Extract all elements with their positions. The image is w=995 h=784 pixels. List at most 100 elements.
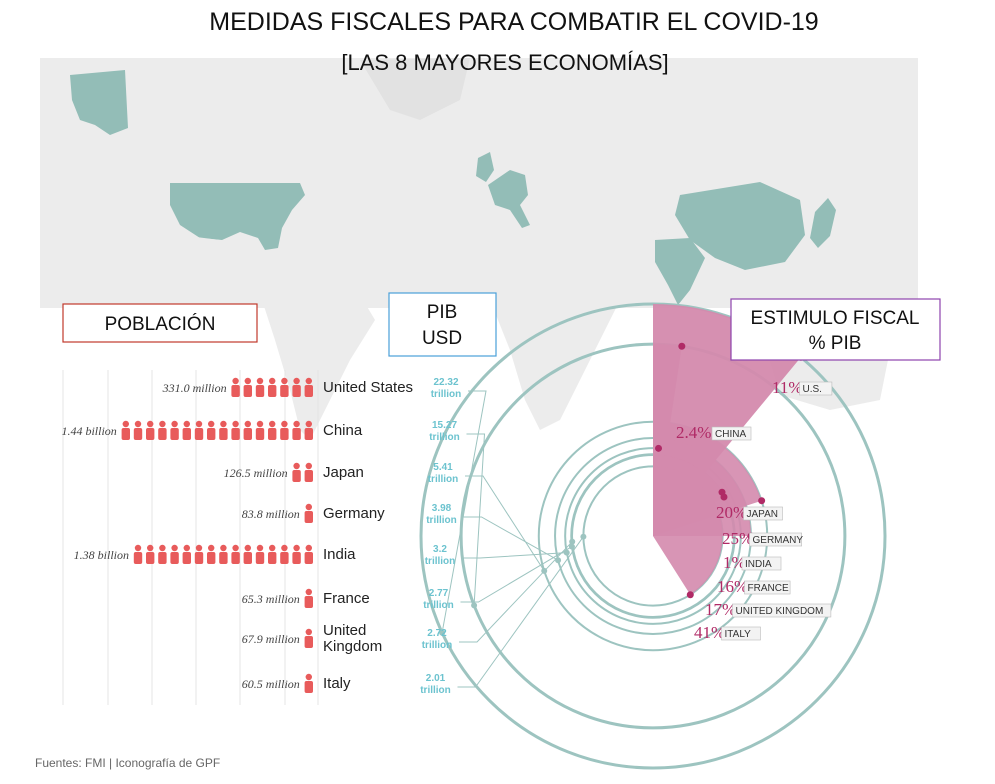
person-body (194, 428, 204, 440)
gdp-unit: trillion (428, 474, 459, 485)
population-label-box: POBLACIÓN (62, 303, 258, 343)
stimulus-tag-box (711, 426, 752, 441)
person-body (194, 552, 204, 564)
person-icon (194, 544, 204, 564)
person-head (269, 377, 276, 385)
page-subtitle: [LAS 8 MAYORES ECONOMÍAS] (341, 50, 668, 75)
person-head (305, 588, 312, 596)
person-body (146, 428, 155, 440)
stimulus-label-line2: % PIB (809, 333, 862, 354)
person-head (244, 377, 251, 385)
person-icon (292, 377, 301, 397)
stimulus-country-tag: CHINA (715, 429, 746, 440)
stimulus-label-italy: 41% ITALY (694, 623, 761, 642)
person-body (292, 428, 301, 440)
person-body (292, 552, 301, 564)
person-icon (231, 420, 240, 440)
person-head (281, 420, 288, 428)
person-icon (182, 544, 191, 564)
person-head (183, 544, 190, 552)
gdp-unit: trillion (420, 685, 451, 696)
person-icon (158, 420, 167, 440)
country-name-line2: Kingdom (323, 638, 382, 655)
person-body (255, 552, 265, 564)
person-icon (146, 544, 155, 564)
person-icon (280, 544, 289, 564)
gdp-value: 2.01 (426, 673, 446, 684)
person-body (170, 552, 179, 564)
gdp-connector-dot (471, 602, 478, 609)
person-icon (304, 588, 313, 608)
stimulus-country-tag: U.S. (803, 384, 822, 395)
stimulus-pct: 16% (717, 577, 748, 596)
person-body (304, 552, 313, 564)
person-icon (182, 420, 191, 440)
person-head (122, 420, 129, 428)
person-icon (219, 544, 228, 564)
person-head (293, 420, 300, 428)
stimulus-pct: 41% (694, 623, 725, 642)
person-head (256, 420, 264, 428)
stimulus-tag-box (743, 506, 783, 521)
gdp-label-line2: USD (422, 328, 462, 349)
person-head (171, 420, 178, 428)
gdp-unit: trillion (425, 556, 456, 567)
person-head (305, 628, 312, 636)
stimulus-tag-box (799, 381, 833, 396)
population-value: 126.5 million (224, 466, 288, 480)
person-icon (170, 544, 179, 564)
population-value: 60.5 million (242, 677, 300, 691)
person-head (305, 544, 312, 552)
gdp-value: 3.98 (432, 503, 452, 514)
person-head (220, 420, 227, 428)
person-icon (292, 544, 301, 564)
person-icon (304, 673, 313, 693)
population-value: 83.8 million (242, 507, 300, 521)
person-body (243, 552, 252, 564)
person-body (170, 428, 179, 440)
person-body (304, 428, 313, 440)
person-body (304, 511, 313, 523)
gdp-connector (462, 552, 567, 559)
person-body (255, 428, 265, 440)
person-body (292, 470, 301, 482)
stimulus-label-box: ESTIMULO FISCAL % PIB (730, 298, 941, 361)
gdp-connector-dot (569, 538, 576, 545)
person-body (304, 681, 313, 693)
person-head (171, 544, 178, 552)
person-body (255, 385, 265, 397)
population-value: 1.44 billion (61, 424, 116, 438)
gdp-unit: trillion (429, 432, 460, 443)
map-france-germany-italy (488, 170, 530, 228)
person-head (208, 544, 215, 552)
person-body (304, 385, 313, 397)
person-body (243, 385, 252, 397)
stimulus-dot (686, 591, 694, 599)
gdp-connector-dot (580, 533, 587, 540)
person-head (208, 420, 215, 428)
stimulus-label-united-kingdom: 17% UNITED KINGDOM (705, 600, 832, 619)
person-head (147, 544, 154, 552)
person-icon (133, 544, 143, 564)
map-india (655, 238, 705, 305)
person-head (293, 544, 300, 552)
map-south-america (262, 270, 375, 440)
stimulus-country-tag: JAPAN (747, 509, 779, 520)
map-africa (465, 230, 620, 430)
stimulus-label-india: 1% INDIA (723, 553, 782, 572)
stimulus-wedges (653, 304, 805, 599)
person-head (159, 544, 166, 552)
person-icon (146, 420, 155, 440)
gdp-value: 15.27 (432, 420, 457, 431)
gdp-connector (465, 475, 545, 572)
person-head (232, 420, 239, 428)
gdp-connector (463, 516, 559, 561)
gdp-connector-dot (439, 629, 446, 636)
stimulus-tag-box (721, 626, 761, 641)
person-body (158, 552, 167, 564)
person-body (207, 552, 216, 564)
country-name: United States (323, 379, 413, 396)
